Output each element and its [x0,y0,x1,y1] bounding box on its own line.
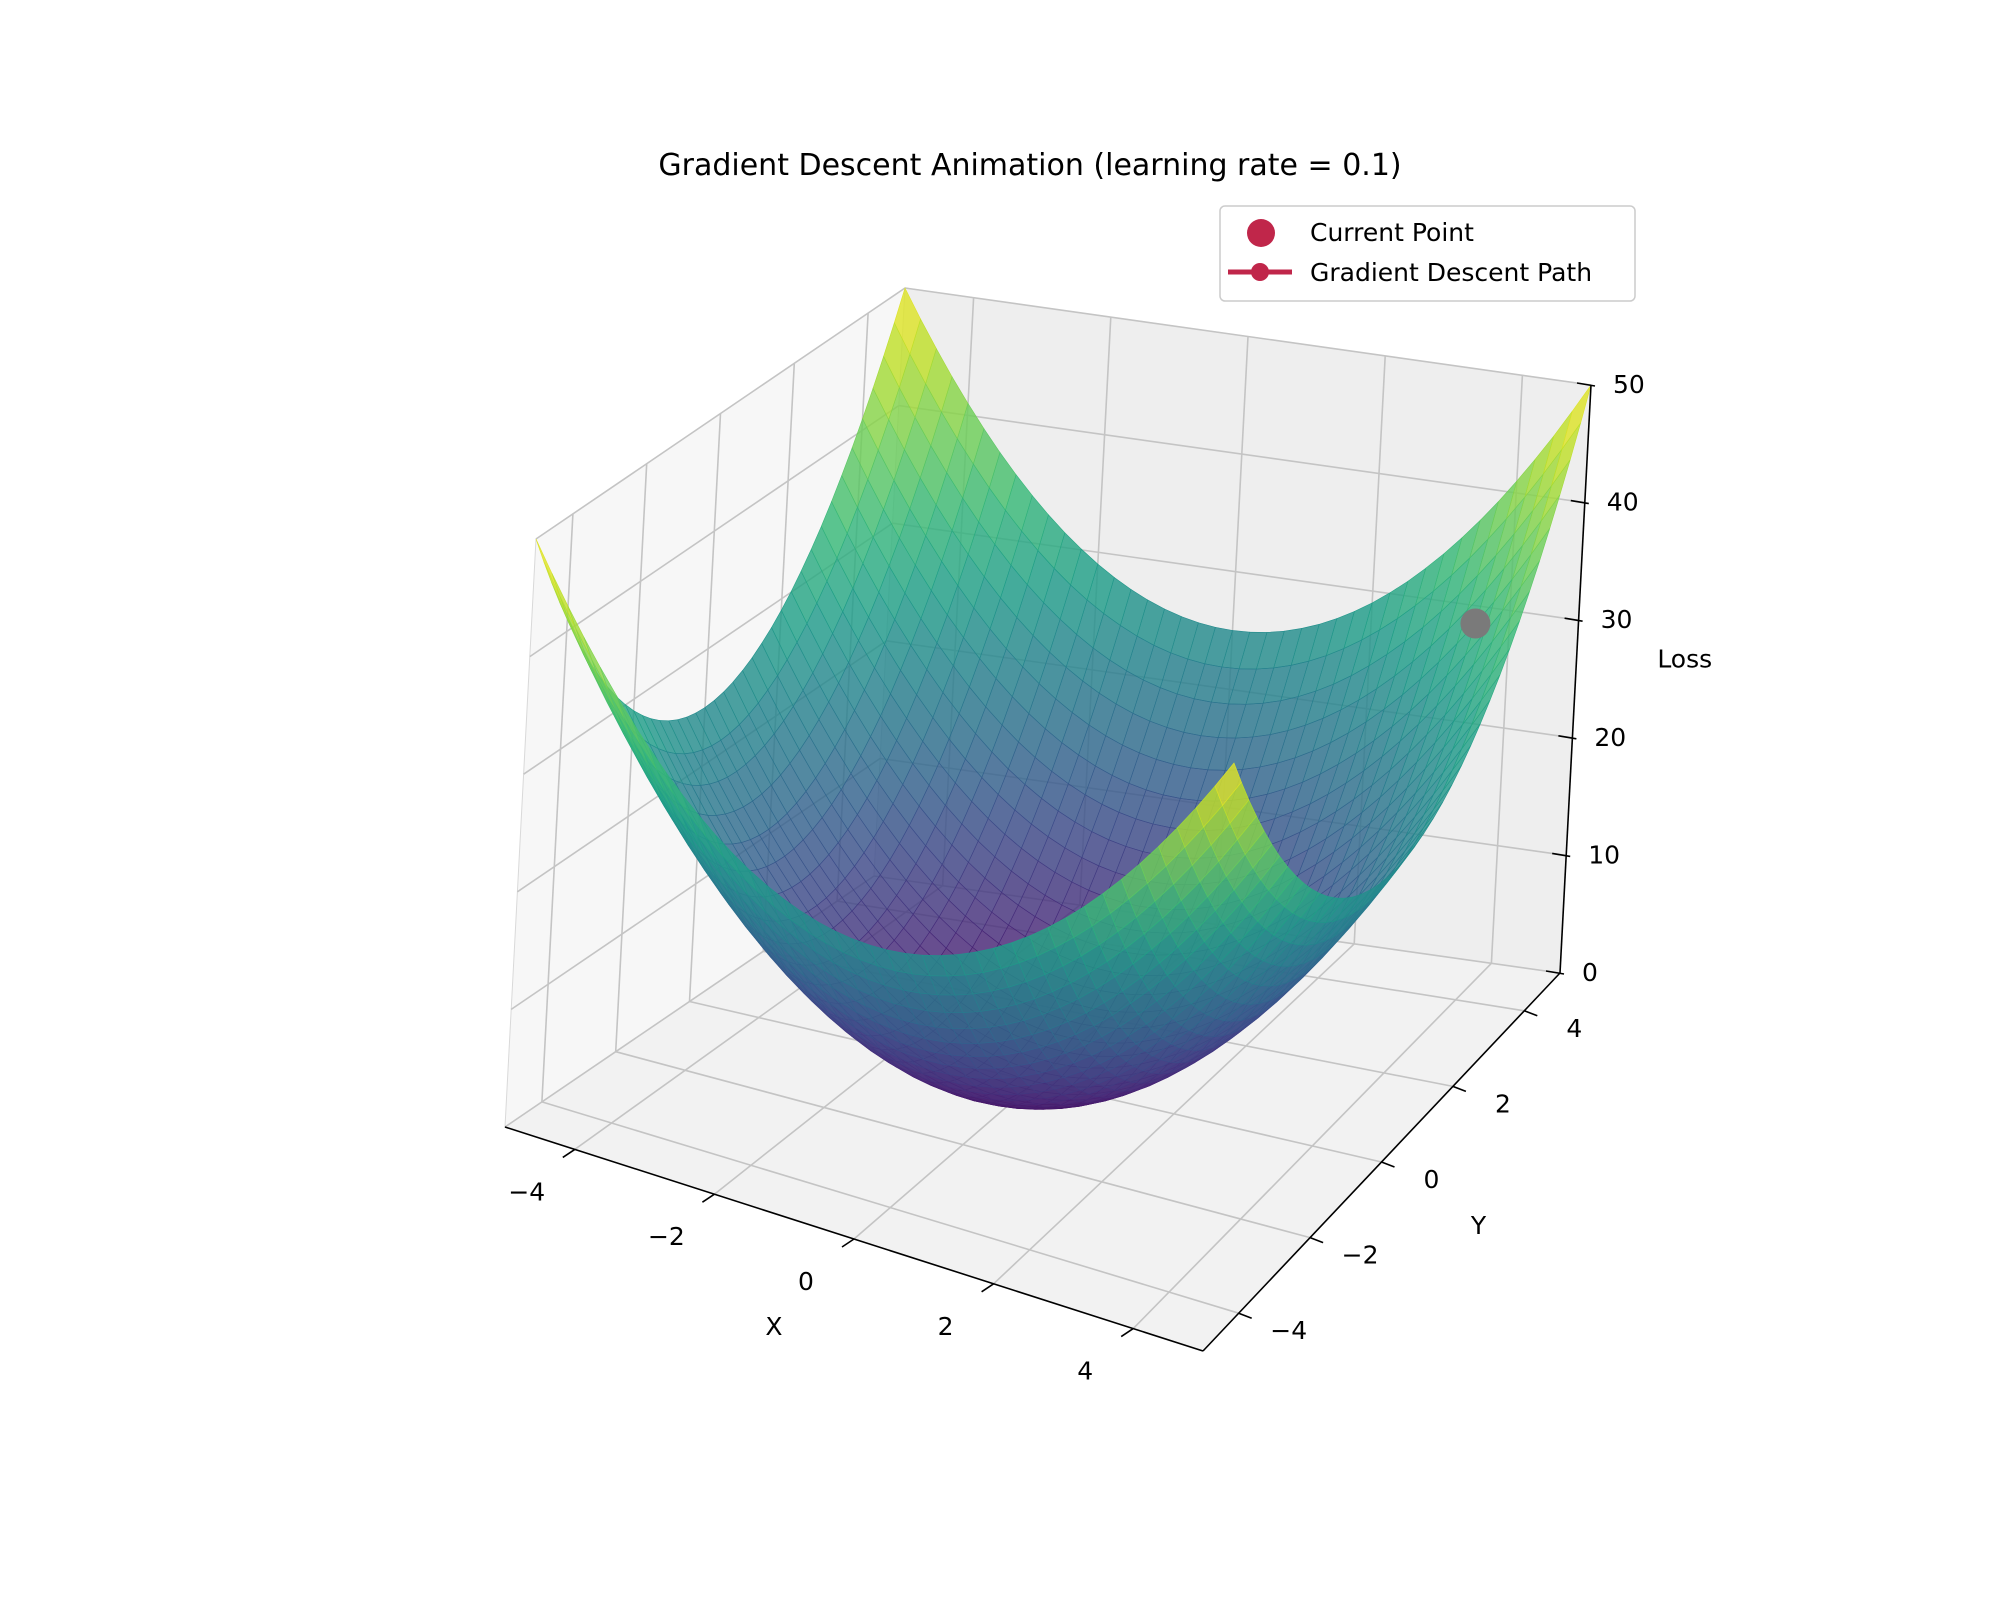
y-tick-label: −2 [1342,1241,1379,1270]
grid-line-y-floor [541,1101,1239,1314]
x-tick-label: −4 [508,1177,545,1206]
z-tick [1576,382,1596,387]
surface-facet [1214,762,1242,806]
current-point-marker [1460,608,1491,639]
z-tick [1545,970,1565,975]
grid-line-y-left [614,463,648,1052]
y-tick-label: −4 [1270,1316,1307,1345]
z-tick-label: 40 [1607,488,1639,517]
y-tick-label: 0 [1424,1165,1440,1194]
y-tick [1524,1010,1538,1017]
legend-marker-current-point [1247,219,1275,247]
x-tick-label: −2 [648,1222,685,1251]
z-tick [1564,617,1583,622]
z-axis-line [1559,384,1592,974]
z-tick-label: 0 [1582,958,1598,987]
grid-line-y-floor [615,1050,1311,1239]
grid-line-z-back [898,404,1585,504]
x-tick [981,1283,995,1293]
y-axis-label: Y [1470,1211,1487,1240]
x-tick-label: 2 [938,1312,954,1341]
x-tick [701,1193,715,1203]
legend-label-current-point: Current Point [1310,218,1474,247]
legend-label-gradient-path: Gradient Descent Path [1310,258,1592,287]
grid-line-z-back [904,287,1592,386]
y-tick [1452,1085,1467,1093]
z-axis-label: Loss [1657,644,1712,673]
grid-line-z-left [535,287,906,540]
y-tick [1309,1236,1324,1244]
legend: Current Point Gradient Descent Path [1219,205,1636,302]
z-tick-label: 20 [1594,723,1626,752]
grid-line-z-left [529,404,900,658]
z-tick [1552,852,1571,858]
z-tick-label: 30 [1601,605,1633,634]
x-tick [1120,1327,1134,1338]
x-tick [562,1148,576,1159]
legend-marker-gradient-path [1251,263,1269,281]
axes: −4 −2 0 2 4 X −4 −2 0 2 4 Y 0 10 20 30 40 50 Loss [504,370,1712,1386]
x-tick-label: 0 [798,1267,814,1296]
loss-surface [535,287,1592,1110]
y-tick [1381,1161,1395,1168]
z-tick [1570,499,1589,505]
z-tick-label: 50 [1613,370,1645,399]
y-tick [1238,1312,1252,1319]
current-point-layer [1460,608,1491,639]
grid-line-x-back [1490,375,1524,964]
chart-title: Gradient Descent Animation (learning rat… [658,148,1401,183]
x-tick [841,1238,855,1248]
z-tick-label: 10 [1588,840,1620,869]
y-tick-label: 2 [1495,1089,1511,1118]
x-axis-label: X [765,1312,782,1341]
x-tick-label: 4 [1077,1357,1093,1386]
z-tick [1558,735,1577,740]
y-tick-label: 4 [1566,1014,1582,1043]
legend-frame [1219,205,1636,302]
